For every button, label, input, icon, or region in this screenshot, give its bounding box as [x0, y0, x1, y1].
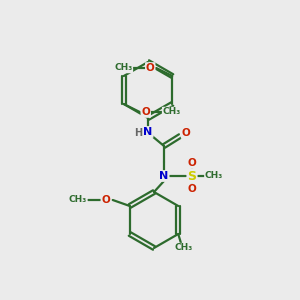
Text: O: O [146, 63, 154, 73]
Text: N: N [159, 171, 169, 181]
Text: O: O [188, 158, 196, 168]
Text: N: N [143, 127, 153, 137]
Text: O: O [182, 128, 190, 138]
Text: O: O [141, 107, 150, 117]
Text: CH₃: CH₃ [205, 172, 223, 181]
Text: O: O [101, 195, 110, 205]
Text: O: O [188, 184, 196, 194]
Text: CH₃: CH₃ [174, 244, 192, 253]
Text: CH₃: CH₃ [69, 196, 87, 205]
Text: S: S [188, 169, 196, 182]
Text: CH₃: CH₃ [163, 107, 181, 116]
Text: CH₃: CH₃ [114, 64, 132, 73]
Text: H: H [134, 128, 142, 138]
